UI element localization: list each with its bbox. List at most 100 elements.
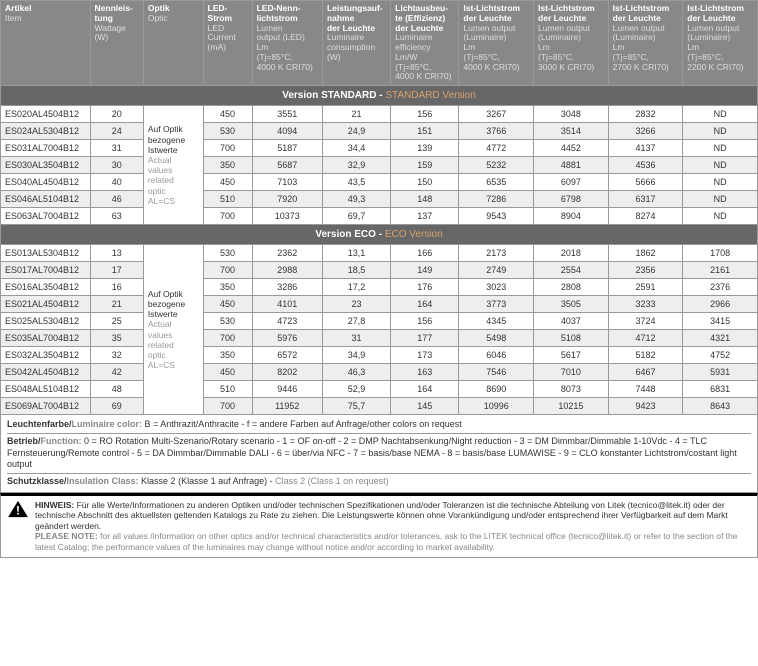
cell-value: 4137 bbox=[608, 140, 683, 157]
hinweis-box: ! HINWEIS: Für alle Werte/Informationen … bbox=[0, 493, 758, 558]
cell-value: 23 bbox=[322, 296, 390, 313]
col-header: ArtikelItem bbox=[1, 1, 91, 86]
cell-value: 530 bbox=[203, 245, 252, 262]
cell-value: 5187 bbox=[252, 140, 322, 157]
cell-value: 6467 bbox=[608, 364, 683, 381]
cell-value: 177 bbox=[391, 330, 459, 347]
cell-article: ES048AL5104B12 bbox=[1, 381, 91, 398]
cell-article: ES032AL3504B12 bbox=[1, 347, 91, 364]
cell-value: 43,5 bbox=[322, 174, 390, 191]
cell-article: ES031AL7004B12 bbox=[1, 140, 91, 157]
cell-value: 5931 bbox=[683, 364, 758, 381]
cell-article: ES013AL5304B12 bbox=[1, 245, 91, 262]
cell-value: 5617 bbox=[534, 347, 609, 364]
cell-value: 2832 bbox=[608, 106, 683, 123]
cell-value: 159 bbox=[391, 157, 459, 174]
cell-value: 3551 bbox=[252, 106, 322, 123]
cell-wattage: 46 bbox=[90, 191, 143, 208]
cell-value: 510 bbox=[203, 381, 252, 398]
cell-value: 530 bbox=[203, 313, 252, 330]
cell-value: 10373 bbox=[252, 208, 322, 225]
cell-value: 21 bbox=[322, 106, 390, 123]
cell-value: 700 bbox=[203, 140, 252, 157]
cell-value: 7920 bbox=[252, 191, 322, 208]
cell-value: 2749 bbox=[459, 262, 534, 279]
cell-value: 173 bbox=[391, 347, 459, 364]
cell-value: 6831 bbox=[683, 381, 758, 398]
cell-value: 3766 bbox=[459, 123, 534, 140]
note-insulation: Schutzklasse/Insulation Class: Klasse 2 … bbox=[7, 473, 751, 488]
cell-value: 3267 bbox=[459, 106, 534, 123]
cell-value: 6798 bbox=[534, 191, 609, 208]
cell-value: ND bbox=[683, 208, 758, 225]
cell-value: 2591 bbox=[608, 279, 683, 296]
cell-value: 4101 bbox=[252, 296, 322, 313]
cell-value: 700 bbox=[203, 262, 252, 279]
cell-value: 27,8 bbox=[322, 313, 390, 330]
cell-value: 4321 bbox=[683, 330, 758, 347]
cell-value: 46,3 bbox=[322, 364, 390, 381]
cell-value: ND bbox=[683, 191, 758, 208]
cell-value: 5976 bbox=[252, 330, 322, 347]
cell-wattage: 69 bbox=[90, 398, 143, 415]
cell-article: ES016AL3504B12 bbox=[1, 279, 91, 296]
cell-wattage: 31 bbox=[90, 140, 143, 157]
cell-value: 4345 bbox=[459, 313, 534, 330]
cell-article: ES025AL5304B12 bbox=[1, 313, 91, 330]
cell-value: 700 bbox=[203, 398, 252, 415]
cell-value: 4723 bbox=[252, 313, 322, 330]
cell-value: 176 bbox=[391, 279, 459, 296]
cell-value: 10215 bbox=[534, 398, 609, 415]
cell-value: 4752 bbox=[683, 347, 758, 364]
cell-value: 7546 bbox=[459, 364, 534, 381]
col-header: Ist-Lichtstrom der LeuchteLumen output (… bbox=[683, 1, 758, 86]
cell-wattage: 24 bbox=[90, 123, 143, 140]
cell-value: 148 bbox=[391, 191, 459, 208]
col-header: Nennleis- tungWattage (W) bbox=[90, 1, 143, 86]
cell-value: 31 bbox=[322, 330, 390, 347]
cell-value: 3505 bbox=[534, 296, 609, 313]
cell-value: 2018 bbox=[534, 245, 609, 262]
col-header: Ist-Lichtstrom der LeuchteLumen output (… bbox=[459, 1, 534, 86]
cell-value: 139 bbox=[391, 140, 459, 157]
col-header: LED-Nenn- lichtstromLumen output (LED) L… bbox=[252, 1, 322, 86]
warning-icon: ! bbox=[7, 500, 29, 518]
cell-value: 163 bbox=[391, 364, 459, 381]
cell-value: 530 bbox=[203, 123, 252, 140]
cell-article: ES035AL7004B12 bbox=[1, 330, 91, 347]
cell-value: 2173 bbox=[459, 245, 534, 262]
cell-value: 450 bbox=[203, 296, 252, 313]
cell-value: 7103 bbox=[252, 174, 322, 191]
cell-value: 164 bbox=[391, 381, 459, 398]
cell-value: 149 bbox=[391, 262, 459, 279]
cell-value: 5498 bbox=[459, 330, 534, 347]
cell-wattage: 16 bbox=[90, 279, 143, 296]
cell-value: 8073 bbox=[534, 381, 609, 398]
cell-value: 4037 bbox=[534, 313, 609, 330]
cell-value: 350 bbox=[203, 347, 252, 364]
cell-value: 2161 bbox=[683, 262, 758, 279]
cell-value: 7010 bbox=[534, 364, 609, 381]
section-header: Version ECO - ECO Version bbox=[1, 225, 758, 245]
cell-value: 5182 bbox=[608, 347, 683, 364]
cell-value: 3266 bbox=[608, 123, 683, 140]
cell-value: ND bbox=[683, 140, 758, 157]
cell-wattage: 17 bbox=[90, 262, 143, 279]
cell-value: 164 bbox=[391, 296, 459, 313]
cell-article: ES040AL4504B12 bbox=[1, 174, 91, 191]
cell-optic-note: Auf Optik bezogene IstwerteActual values… bbox=[143, 245, 203, 415]
cell-wattage: 48 bbox=[90, 381, 143, 398]
cell-value: ND bbox=[683, 157, 758, 174]
col-header: Lichtausbeu- te (Effizienz) der LeuchteL… bbox=[391, 1, 459, 86]
cell-value: 2966 bbox=[683, 296, 758, 313]
cell-value: 151 bbox=[391, 123, 459, 140]
cell-value: 1708 bbox=[683, 245, 758, 262]
spec-table: ArtikelItemNennleis- tungWattage (W)Opti… bbox=[0, 0, 758, 415]
cell-article: ES046AL5104B12 bbox=[1, 191, 91, 208]
cell-value: 6572 bbox=[252, 347, 322, 364]
cell-value: 3286 bbox=[252, 279, 322, 296]
cell-value: 3773 bbox=[459, 296, 534, 313]
cell-value: 4772 bbox=[459, 140, 534, 157]
cell-value: 9446 bbox=[252, 381, 322, 398]
cell-wattage: 13 bbox=[90, 245, 143, 262]
